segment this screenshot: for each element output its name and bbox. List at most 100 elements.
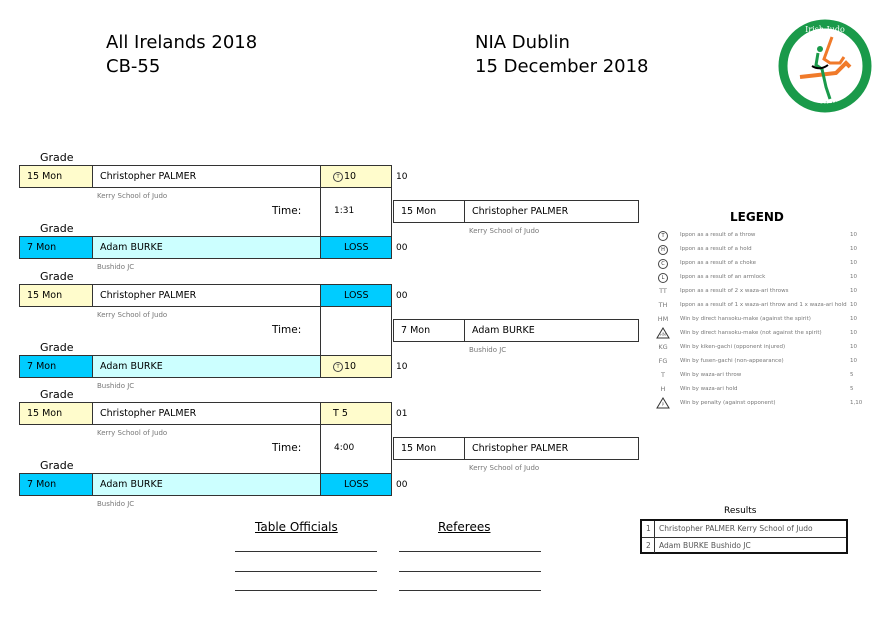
winner-grade: 15 Mon — [393, 200, 465, 223]
ippon-throw-icon: T — [333, 171, 343, 182]
legend-text: Ippon as a result of 2 x waza-ari throws — [680, 288, 789, 294]
legend-text: Win by waza-ari throw — [680, 372, 742, 378]
legend-circle-icon: T — [658, 231, 668, 241]
match-points: 01 — [396, 409, 408, 419]
legend-value: 10 — [850, 358, 857, 364]
score-cell: T 10 — [320, 165, 392, 188]
event-date: 15 December 2018 — [475, 56, 649, 77]
legend-value: 10 — [850, 260, 857, 266]
score-cell: T 5 — [320, 402, 392, 425]
fg-icon: FG — [658, 357, 668, 365]
competitor-name: Adam BURKE — [92, 473, 321, 496]
legend-circle-icon: H — [658, 245, 668, 255]
ippon-throw-icon: T — [333, 361, 343, 372]
circle-l-icon: L — [655, 273, 671, 283]
legend-value: 5 — [850, 372, 854, 378]
winner-club: Kerry School of Judo — [469, 464, 540, 472]
legend-triangle-label: P — [661, 402, 665, 407]
grade-label: Grade — [40, 341, 74, 354]
legend-value: 10 — [850, 316, 857, 322]
score-value: T 5 — [333, 408, 348, 419]
referee-signature-line — [399, 571, 541, 572]
legend-value: 1,10 — [850, 400, 863, 406]
result-name: Christopher PALMER Kerry School of Judo — [659, 524, 813, 533]
result-name: Adam BURKE Bushido JC — [659, 541, 751, 550]
svg-text:Association: Association — [804, 101, 846, 109]
kg-icon: KG — [658, 343, 668, 351]
venue: NIA Dublin — [475, 32, 570, 53]
results-title: Results — [724, 506, 757, 516]
official-signature-line — [235, 571, 377, 572]
tt-icon: TT — [659, 287, 667, 295]
legend-text: Win by fusen-gachi (non-appearance) — [680, 358, 784, 364]
th-icon: TH — [658, 301, 668, 309]
legend-row: HM Win by direct hansoku-make (not agains… — [655, 327, 865, 341]
official-signature-line — [235, 551, 377, 552]
legend-value: 10 — [850, 274, 857, 280]
legend-value: 10 — [850, 344, 857, 350]
grade-cell: 7 Mon — [19, 236, 93, 259]
legend-value: 10 — [850, 232, 857, 238]
t-icon: T — [661, 371, 665, 379]
legend-text: Ippon as a result of a throw — [680, 232, 756, 238]
legend-text: Win by penalty (against opponent) — [680, 400, 776, 406]
match-points: 10 — [396, 172, 408, 182]
time-label: Time: — [272, 324, 302, 336]
results-table: 1 Christopher PALMER Kerry School of Jud… — [640, 519, 848, 554]
legend-row: L Ippon as a result of an armlock 10 — [655, 271, 865, 285]
results-row: 1 Christopher PALMER Kerry School of Jud… — [642, 521, 846, 538]
club-name: Bushido JC — [97, 500, 135, 508]
winner-club: Kerry School of Judo — [469, 227, 540, 235]
competitor-name: Adam BURKE — [92, 355, 321, 378]
svg-text:Irish Judo: Irish Judo — [805, 25, 845, 34]
match-points: 10 — [396, 362, 408, 372]
result-place: 2 — [646, 541, 651, 550]
match-points: 00 — [396, 243, 408, 253]
legend-row: HM Win by direct hansoku-make (against th… — [655, 313, 865, 327]
table-officials-heading: Table Officials — [255, 520, 338, 534]
time-cell — [320, 306, 392, 356]
competitor-name: Christopher PALMER — [92, 402, 321, 425]
score-value: 10 — [344, 361, 357, 372]
score-value: LOSS — [344, 290, 369, 301]
legend-row: C Ippon as a result of a choke 10 — [655, 257, 865, 271]
circle-t-icon: T — [655, 231, 671, 241]
legend-circle-icon: L — [658, 273, 668, 283]
legend-title: LEGEND — [730, 210, 784, 224]
winner-club: Bushido JC — [469, 346, 507, 354]
winner-grade: 7 Mon — [393, 319, 465, 342]
triangle-hm-icon: HM — [655, 327, 671, 339]
time-label: Time: — [272, 205, 302, 217]
club-name: Bushido JC — [97, 382, 135, 390]
legend-value: 10 — [850, 330, 857, 336]
referees-heading: Referees — [438, 520, 491, 534]
score-cell: LOSS — [320, 473, 392, 496]
event-title: All Irelands 2018 — [106, 32, 258, 53]
grade-cell: 15 Mon — [19, 165, 93, 188]
legend-value: 10 — [850, 288, 857, 294]
time-label: Time: — [272, 442, 302, 454]
h-icon: H — [660, 385, 666, 393]
triangle-p-icon: P — [655, 397, 671, 409]
result-place: 1 — [646, 524, 651, 533]
grade-cell: 7 Mon — [19, 355, 93, 378]
legend-text: Win by kiken-gachi (opponent injured) — [680, 344, 786, 350]
referee-signature-line — [399, 590, 541, 591]
legend-text: Ippon as a result of a choke — [680, 260, 757, 266]
referee-signature-line — [399, 551, 541, 552]
legend-triangle-label: HM — [659, 332, 667, 337]
winner-grade: 15 Mon — [393, 437, 465, 460]
match-time: 4:00 — [334, 443, 355, 453]
club-name: Kerry School of Judo — [97, 192, 168, 200]
club-name: Kerry School of Judo — [97, 429, 168, 437]
competitor-name: Christopher PALMER — [92, 284, 321, 307]
legend-value: 10 — [850, 246, 857, 252]
time-cell — [320, 424, 392, 474]
legend-value: 10 — [850, 302, 857, 308]
legend-row: H Ippon as a result of a hold 10 — [655, 243, 865, 257]
winner-name: Christopher PALMER — [464, 200, 639, 223]
legend-row: KG Win by kiken-gachi (opponent injured) 1… — [655, 341, 865, 355]
circle-c-icon: C — [655, 259, 671, 269]
legend-text: Ippon as a result of a hold — [680, 246, 752, 252]
